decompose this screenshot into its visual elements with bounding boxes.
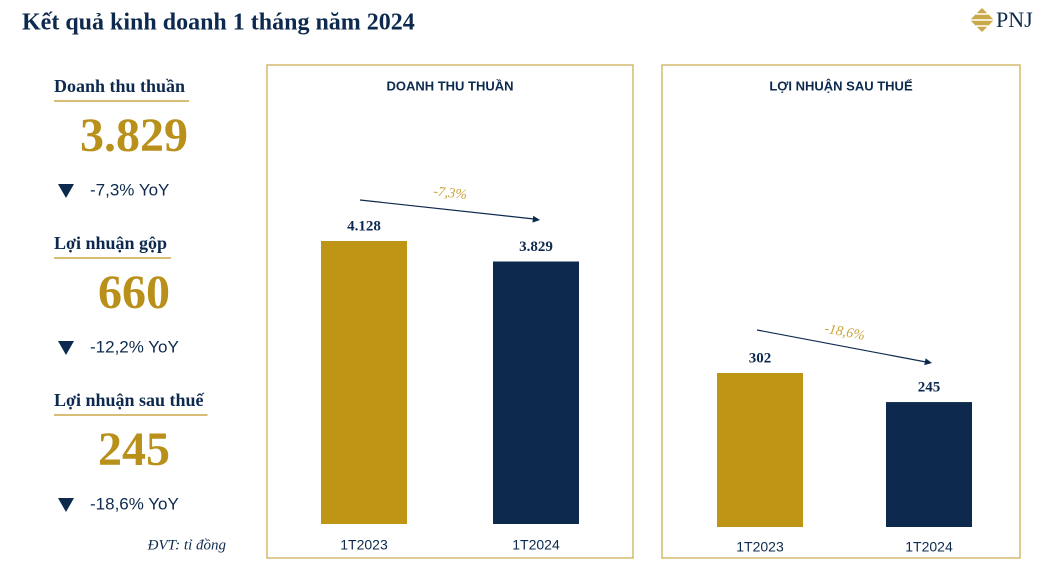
value-label: 302 <box>749 350 772 366</box>
logo-text: PNJ <box>996 7 1033 32</box>
chart-title: LỢI NHUẬN SAU THUẾ <box>769 78 913 93</box>
arrow-head <box>924 358 932 366</box>
trend-arrow <box>756 329 927 363</box>
chart-frame <box>266 64 634 559</box>
down-triangle <box>58 498 74 512</box>
x-tick-label: 1T2023 <box>340 537 388 553</box>
kpi-value: 660 <box>98 266 170 319</box>
value-label: 3.829 <box>519 239 553 255</box>
bar <box>493 261 579 524</box>
down-triangle <box>58 341 74 355</box>
kpi-change: -12,2% YoY <box>90 337 179 356</box>
trend-arrow <box>359 199 535 220</box>
change-annotation: -18,6% <box>823 322 866 344</box>
kpi-change: -7,3% YoY <box>90 180 169 199</box>
logo-icon-lines <box>970 13 994 27</box>
x-tick-label: 1T2024 <box>512 537 560 553</box>
down-triangle <box>58 184 74 198</box>
bar <box>321 241 407 524</box>
change-annotation: -7,3% <box>432 184 467 203</box>
bar <box>886 402 972 527</box>
unit-note: ĐVT: tỉ đồng <box>147 537 227 553</box>
chart-title: DOANH THU THUẦN <box>386 78 513 93</box>
chart-frame <box>661 64 1021 559</box>
value-label: 4.128 <box>347 218 381 234</box>
kpi-change: -18,6% YoY <box>90 494 179 513</box>
value-label: 245 <box>918 380 941 396</box>
x-tick-label: 1T2024 <box>905 539 953 555</box>
kpi-value: 3.829 <box>80 109 188 162</box>
bar <box>717 373 803 527</box>
logo: PNJ <box>970 7 1033 32</box>
kpi-value: 245 <box>98 423 170 476</box>
kpi-label: Doanh thu thuần <box>54 76 185 96</box>
arrow-head <box>532 215 540 223</box>
x-tick-label: 1T2023 <box>736 539 784 555</box>
kpi-label: Lợi nhuận gộp <box>54 233 167 253</box>
kpi-label: Lợi nhuận sau thuế <box>54 390 205 410</box>
slide-title: Kết quả kinh doanh 1 tháng năm 2024 <box>22 10 415 36</box>
